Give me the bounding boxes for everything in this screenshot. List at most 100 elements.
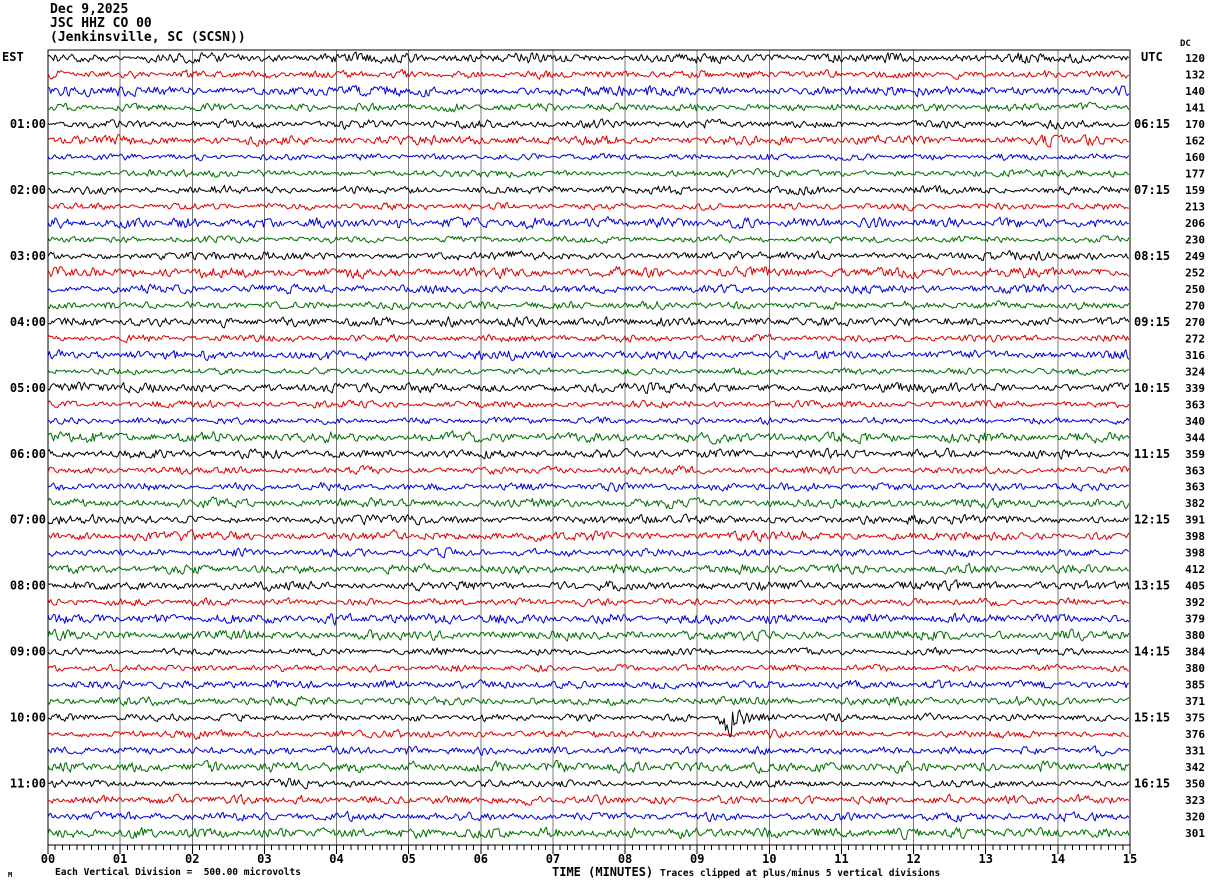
x-axis-tick-label: 15 bbox=[1123, 852, 1137, 866]
x-axis-tick-label: 08 bbox=[618, 852, 632, 866]
dc-value: 177 bbox=[1185, 167, 1205, 180]
trace-row-27 bbox=[47, 496, 1130, 510]
utc-hour-label: 09:15 bbox=[1134, 315, 1170, 329]
dc-value: 398 bbox=[1185, 547, 1205, 560]
trace-row-22 bbox=[47, 416, 1130, 426]
trace-row-38 bbox=[47, 679, 1129, 690]
trace-row-40 bbox=[47, 709, 1129, 738]
trace-row-12 bbox=[47, 249, 1130, 261]
est-hour-label: 05:00 bbox=[10, 381, 46, 395]
trace-row-2 bbox=[48, 85, 1130, 98]
x-axis-tick-label: 07 bbox=[546, 852, 560, 866]
header-date: Dec 9,2025 bbox=[50, 2, 129, 17]
dc-value: 371 bbox=[1185, 695, 1205, 708]
dc-value: 272 bbox=[1185, 332, 1205, 345]
dc-value: 340 bbox=[1185, 415, 1205, 428]
scale-note: Each Vertical Division = 500.00 microvol… bbox=[55, 867, 301, 878]
est-hour-label: 07:00 bbox=[10, 513, 46, 527]
trace-row-37 bbox=[47, 663, 1130, 673]
trace-row-47 bbox=[47, 826, 1130, 841]
x-axis-tick-label: 01 bbox=[113, 852, 127, 866]
dc-value: 213 bbox=[1185, 200, 1205, 213]
est-hour-label: 04:00 bbox=[10, 315, 46, 329]
dc-value: 385 bbox=[1185, 679, 1205, 692]
dc-column-label: DC bbox=[1180, 39, 1191, 49]
dc-value: 380 bbox=[1185, 662, 1205, 675]
dc-value: 331 bbox=[1185, 745, 1205, 758]
dc-value: 324 bbox=[1185, 365, 1205, 378]
trace-row-3 bbox=[47, 101, 1130, 113]
trace-row-5 bbox=[47, 134, 1129, 148]
header-station: JSC HHZ CO 00 bbox=[50, 16, 152, 31]
est-hour-label: 08:00 bbox=[10, 579, 46, 593]
trace-row-21 bbox=[47, 399, 1130, 409]
dc-value: 230 bbox=[1185, 233, 1205, 246]
x-axis-tick-label: 10 bbox=[762, 852, 776, 866]
utc-hour-label: 11:15 bbox=[1134, 447, 1170, 461]
est-hour-label: 02:00 bbox=[10, 183, 46, 197]
trace-row-28 bbox=[47, 513, 1129, 526]
dc-value: 252 bbox=[1185, 266, 1205, 279]
dc-value: 363 bbox=[1185, 464, 1205, 477]
x-axis-tick-label: 14 bbox=[1051, 852, 1065, 866]
trace-row-10 bbox=[47, 216, 1129, 230]
plot-border bbox=[47, 49, 1131, 846]
dc-value: 405 bbox=[1185, 580, 1205, 593]
trace-row-30 bbox=[47, 546, 1130, 559]
trace-row-34 bbox=[47, 612, 1130, 626]
dc-value: 350 bbox=[1185, 778, 1205, 791]
dc-value: 206 bbox=[1185, 217, 1205, 230]
trace-row-44 bbox=[47, 778, 1130, 790]
utc-hour-label: 15:15 bbox=[1134, 711, 1170, 725]
trace-row-26 bbox=[47, 481, 1130, 493]
x-axis-tick-label: 06 bbox=[474, 852, 488, 866]
dc-value: 376 bbox=[1185, 728, 1205, 741]
trace-row-17 bbox=[47, 333, 1130, 344]
trace-row-31 bbox=[48, 562, 1129, 575]
dc-value: 320 bbox=[1185, 811, 1205, 824]
est-hour-label: 09:00 bbox=[10, 645, 46, 659]
x-axis-tick-label: 13 bbox=[979, 852, 993, 866]
dc-value: 141 bbox=[1185, 101, 1205, 114]
trace-row-6 bbox=[47, 152, 1130, 162]
trace-row-8 bbox=[47, 184, 1130, 196]
dc-value: 162 bbox=[1185, 134, 1205, 147]
x-axis-title: TIME (MINUTES) bbox=[552, 865, 654, 879]
utc-hour-label: 08:15 bbox=[1134, 249, 1170, 263]
trace-row-29 bbox=[47, 529, 1130, 543]
dc-value: 249 bbox=[1185, 250, 1205, 263]
trace-row-42 bbox=[47, 745, 1130, 757]
trace-row-35 bbox=[47, 628, 1130, 642]
dc-value: 392 bbox=[1185, 596, 1205, 609]
x-axis-tick-label: 05 bbox=[401, 852, 415, 866]
x-axis-tick-label: 04 bbox=[329, 852, 343, 866]
dc-value: 132 bbox=[1185, 68, 1205, 81]
utc-hour-label: 16:15 bbox=[1134, 777, 1170, 791]
utc-hour-label: 10:15 bbox=[1134, 381, 1170, 395]
trace-row-14 bbox=[47, 283, 1129, 295]
dc-value: 379 bbox=[1185, 613, 1205, 626]
dc-value: 270 bbox=[1185, 316, 1205, 329]
trace-row-11 bbox=[47, 234, 1130, 244]
trace-row-33 bbox=[47, 597, 1130, 607]
trace-row-4 bbox=[47, 118, 1130, 130]
dc-value: 170 bbox=[1185, 118, 1205, 131]
trace-row-32 bbox=[47, 579, 1130, 592]
dc-value: 316 bbox=[1185, 349, 1205, 362]
dc-value: 160 bbox=[1185, 151, 1205, 164]
x-axis-tick-label: 02 bbox=[185, 852, 199, 866]
x-axis-tick-label: 09 bbox=[690, 852, 704, 866]
utc-hour-label: 06:15 bbox=[1134, 117, 1170, 131]
trace-row-39 bbox=[47, 695, 1130, 707]
trace-row-9 bbox=[47, 201, 1129, 212]
trace-row-24 bbox=[47, 447, 1130, 460]
trace-row-0 bbox=[47, 51, 1130, 65]
utc-hour-label: 07:15 bbox=[1134, 183, 1170, 197]
trace-row-19 bbox=[47, 367, 1129, 376]
trace-row-41 bbox=[47, 728, 1129, 740]
dc-value: 375 bbox=[1185, 712, 1205, 725]
trace-row-46 bbox=[47, 810, 1130, 823]
dc-value: 359 bbox=[1185, 448, 1205, 461]
dc-value: 339 bbox=[1185, 382, 1205, 395]
